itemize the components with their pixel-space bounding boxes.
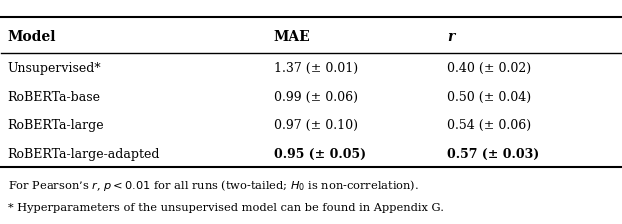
- Text: Model: Model: [7, 30, 56, 44]
- Text: r: r: [447, 30, 455, 44]
- Text: RoBERTa-large-adapted: RoBERTa-large-adapted: [7, 148, 160, 161]
- Text: MAE: MAE: [274, 30, 310, 44]
- Text: 0.54 (± 0.06): 0.54 (± 0.06): [447, 119, 531, 132]
- Text: RoBERTa-large: RoBERTa-large: [7, 119, 104, 132]
- Text: 1.37 (± 0.01): 1.37 (± 0.01): [274, 62, 358, 75]
- Text: 0.95 (± 0.05): 0.95 (± 0.05): [274, 148, 366, 161]
- Text: 0.99 (± 0.06): 0.99 (± 0.06): [274, 90, 358, 103]
- Text: 0.50 (± 0.04): 0.50 (± 0.04): [447, 90, 531, 103]
- Text: 0.57 (± 0.03): 0.57 (± 0.03): [447, 148, 539, 161]
- Text: 0.40 (± 0.02): 0.40 (± 0.02): [447, 62, 531, 75]
- Text: RoBERTa-base: RoBERTa-base: [7, 90, 101, 103]
- Text: For Pearson’s $r$, $p < 0.01$ for all runs (two-tailed; $H_0$ is non-correlation: For Pearson’s $r$, $p < 0.01$ for all ru…: [7, 178, 419, 193]
- Text: 0.97 (± 0.10): 0.97 (± 0.10): [274, 119, 358, 132]
- Text: Unsupervised*: Unsupervised*: [7, 62, 101, 75]
- Text: * Hyperparameters of the unsupervised model can be found in Appendix G.: * Hyperparameters of the unsupervised mo…: [7, 203, 443, 213]
